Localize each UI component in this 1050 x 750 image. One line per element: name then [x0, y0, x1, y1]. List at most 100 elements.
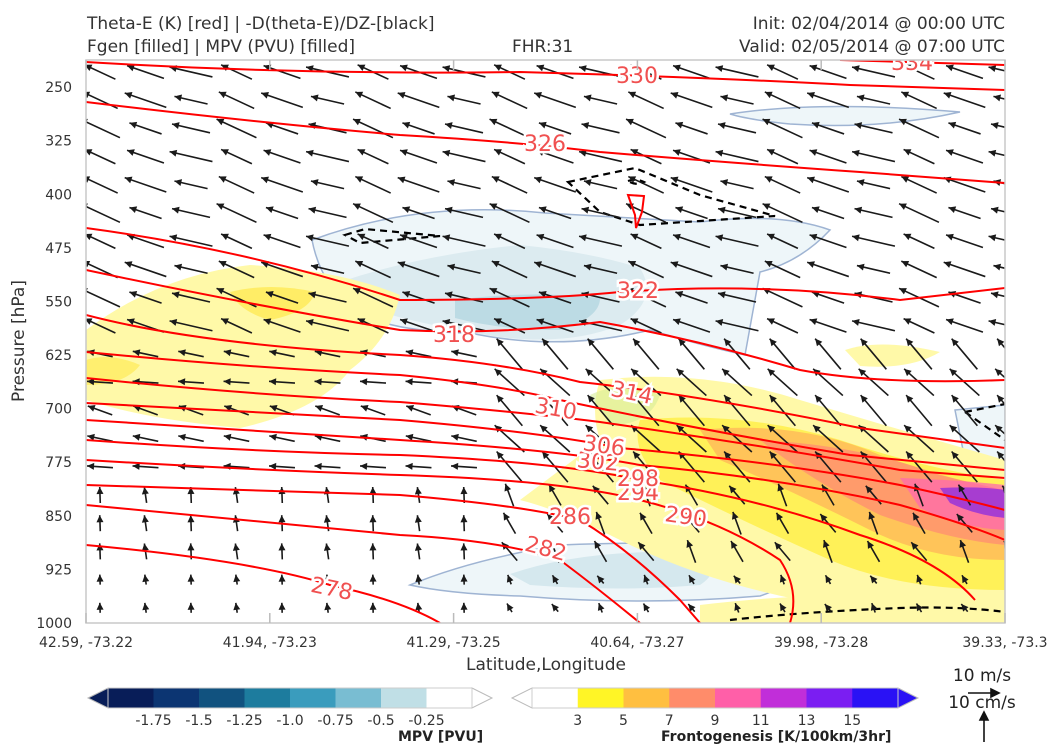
wind-arrow [369, 574, 377, 585]
wind-arrow [959, 539, 970, 563]
wind-arrow [233, 602, 241, 613]
wind-arrow [354, 175, 392, 194]
wind-arrow [637, 541, 655, 562]
wind-arrow [86, 378, 114, 386]
wind-arrow [868, 511, 879, 535]
stability-contour-4 [729, 606, 1005, 622]
y-tick-label: 1000 [36, 616, 72, 632]
wind-arrow [683, 513, 700, 533]
wind-arrow [957, 484, 972, 506]
wind-arrow [905, 394, 933, 427]
wind-arrow [988, 65, 1005, 73]
theta-e-label: 302 [576, 448, 620, 477]
colorbar-tick-label: -0.25 [408, 713, 444, 729]
wind-arrow [814, 338, 842, 370]
wind-arrow [187, 515, 195, 532]
wind-arrow [96, 602, 104, 613]
wind-arrow [324, 602, 332, 613]
wind-arrow [732, 511, 742, 535]
wind-arrow [905, 338, 933, 370]
wind-arrow [777, 483, 788, 507]
wind-arrow [905, 450, 933, 483]
wind-arrow [898, 118, 940, 139]
wind-arrow [502, 512, 517, 534]
wind-arrow [769, 338, 796, 370]
wind-arrow [218, 260, 255, 279]
wind-arrow [856, 94, 891, 105]
wind-arrow [1007, 576, 1014, 584]
wind-arrow [538, 121, 572, 135]
wind-arrow [766, 317, 799, 334]
wind-arrow [728, 485, 746, 505]
wind-arrow [352, 202, 394, 224]
wind-arrow [260, 92, 304, 109]
wind-arrow [315, 405, 340, 416]
fgen-colorbar-label: Frontogenesis [K/100km/3hr] [661, 729, 892, 745]
wind-arrow [414, 543, 422, 560]
fgen-region-bottom [700, 593, 1005, 623]
wind-arrow [854, 206, 893, 219]
wind-arrow [265, 291, 299, 304]
wind-arrow [314, 378, 341, 386]
wind-arrow [87, 405, 113, 416]
wind-arrow [733, 575, 741, 584]
wind-arrow [627, 91, 665, 110]
wind-arrow [630, 317, 662, 334]
wind-arrow [811, 121, 845, 135]
wind-arrow [948, 206, 981, 220]
wind-arrow [632, 394, 660, 427]
wind-arrow [769, 394, 796, 427]
theta-e-contour [86, 269, 1005, 383]
y-tick-label: 325 [45, 134, 72, 150]
wind-arrow [305, 234, 350, 247]
wind-arrow [415, 602, 423, 613]
fgen-region-left-core2 [86, 356, 140, 385]
wind-arrow [399, 149, 438, 164]
wind-arrow [869, 575, 878, 584]
colorbar-swatch [290, 688, 336, 708]
wind-arrow [945, 318, 984, 333]
wind-arrow [672, 233, 711, 249]
theta-e-contour [86, 377, 1005, 479]
colorbar-swatch [669, 688, 716, 708]
wind-arrow [851, 65, 896, 78]
wind-arrow [216, 202, 257, 224]
wind-arrow [493, 317, 526, 334]
wind-arrow [687, 603, 696, 613]
colorbar-tick-label: 9 [711, 713, 720, 729]
colorbar-tick-label: 15 [843, 713, 861, 729]
wind-arrow [856, 179, 891, 190]
mpv-colorbar-label: MPV [PVU] [398, 729, 484, 745]
wind-arrow [767, 368, 798, 397]
wind-arrow [593, 540, 608, 563]
colorbar-tick-label: 5 [619, 713, 628, 729]
wind-arrow [627, 260, 665, 279]
fgen-region-left [86, 265, 400, 428]
wind-arrow [715, 65, 759, 78]
wind-arrow [670, 261, 713, 278]
y-tick-label: 925 [45, 562, 72, 578]
wind-arrow [308, 206, 347, 219]
colorbar-swatch [852, 688, 899, 708]
theta-e-label: 334 [891, 51, 933, 76]
wind-arrow [806, 92, 850, 109]
wind-arrow [854, 122, 893, 134]
wind-arrow [278, 574, 286, 585]
wind-arrow [767, 424, 798, 453]
fgen-region-small [845, 344, 940, 367]
wind-arrow [766, 64, 799, 80]
wind-arrow [96, 515, 104, 532]
wind-arrow [916, 574, 923, 585]
colorbar-swatch [153, 688, 200, 708]
wind-arrow [460, 543, 468, 560]
wind-arrow [369, 602, 377, 613]
wind-arrow [903, 368, 935, 397]
wind-arrow [369, 543, 377, 560]
wind-arrow [323, 543, 331, 560]
wind-arrow [87, 433, 113, 443]
theta-e-label: 318 [433, 323, 475, 348]
wind-arrow [124, 261, 167, 278]
wind-arrow [268, 462, 296, 470]
wind-arrow [866, 540, 881, 563]
